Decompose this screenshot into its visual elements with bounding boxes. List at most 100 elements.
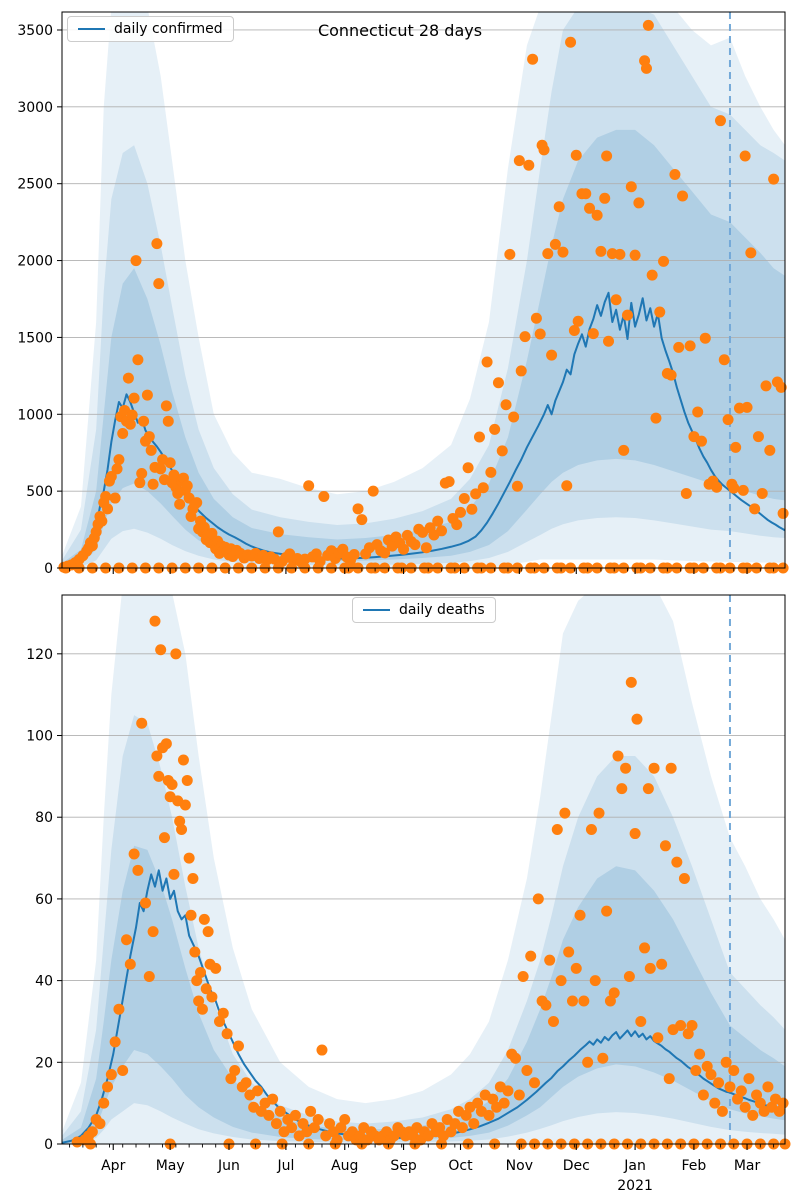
data-point [316,1044,328,1056]
data-point [658,255,670,267]
data-point [547,1015,559,1027]
data-point [151,750,163,762]
data-point [665,369,677,381]
data-point [158,832,170,844]
data-point [232,1040,244,1052]
data-point [496,445,508,457]
data-point [642,19,654,31]
x-tick-label: Oct [448,1158,473,1174]
legend-line-sample-icon [363,609,390,611]
data-point [589,975,601,987]
data-point [665,762,677,774]
data-point [166,779,178,791]
data-point [663,1073,675,1085]
data-point [141,389,153,401]
data-point [678,872,690,884]
data-point [96,515,108,527]
data-point [639,942,651,954]
data-point [160,400,172,412]
x-tick-label: Jan [623,1158,646,1174]
data-point [773,1105,785,1117]
data-point [705,1069,717,1081]
data-point [145,444,157,456]
data-point [181,774,193,786]
data-point [445,1126,457,1138]
data-point [468,1118,480,1130]
data-point [694,1048,706,1060]
data-point [109,492,121,504]
data-point [722,414,734,426]
data-point [519,331,531,343]
data-point [642,783,654,795]
legend-daily-deaths: daily deaths [352,597,496,623]
data-point [684,340,696,352]
data-point [718,354,730,366]
data-point [367,485,379,497]
data-point [130,255,142,267]
confidence-band [62,595,785,1144]
data-point [635,1015,647,1027]
data-point [155,644,167,656]
data-point [582,1056,594,1068]
data-point [270,1118,282,1130]
data-point [170,648,182,660]
data-point [532,893,544,905]
data-point [728,482,740,494]
data-point [743,1073,755,1085]
data-point [267,1093,279,1105]
data-point [620,762,632,774]
data-point [515,365,527,377]
data-point [692,406,704,418]
data-point [654,306,666,318]
data-point [585,823,597,835]
data-point [105,471,117,483]
confidence-band [62,12,785,568]
y-tick-label: 3000 [17,100,53,116]
data-point [181,480,193,492]
uncertainty-bands [62,12,785,568]
data-point [177,754,189,766]
confidence-band [62,845,785,1144]
y-tick-label: 20 [35,1055,53,1071]
data-point [272,526,284,538]
x-axis [69,568,775,574]
data-point [745,247,757,259]
data-point [671,856,683,868]
data-point [618,444,630,456]
data-point [202,926,214,938]
data-point [138,415,150,427]
data-point [100,491,112,503]
data-point [221,1028,233,1040]
data-point [134,477,146,489]
data-point [747,1109,759,1121]
data-point [629,828,641,840]
data-point [193,995,205,1007]
data-point [102,1081,114,1093]
data-point [124,418,136,430]
data-point [521,1064,533,1076]
data-point [151,238,163,250]
data-point [160,738,172,750]
y-tick-label: 60 [35,892,53,908]
data-point [614,248,626,260]
data-point [153,770,165,782]
data-point [616,783,628,795]
data-point [570,149,582,161]
data-point [483,1109,495,1121]
data-point [659,840,671,852]
y-tick-label: 1000 [17,407,53,423]
data-point [174,498,186,510]
data-point [677,190,689,202]
data-point [179,799,191,811]
data-point [631,713,643,725]
data-point [94,1118,106,1130]
data-point [122,372,134,384]
data-point [128,392,140,404]
data-point [568,325,580,337]
data-point [432,515,444,527]
y-tick-label: 1500 [17,330,53,346]
observed-data-points [71,615,791,1150]
data-point [466,503,478,515]
data-point [289,1109,301,1121]
